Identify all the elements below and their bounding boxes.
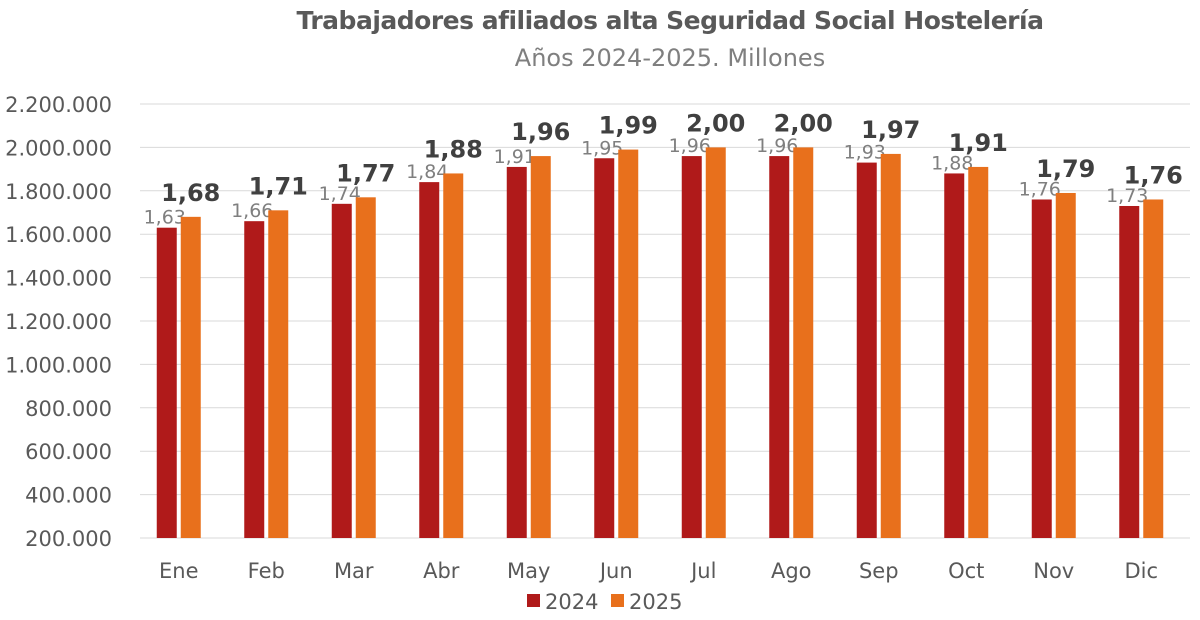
bar-2024 [1119, 205, 1140, 539]
data-label-2024: 1,66 [231, 200, 273, 222]
bar-2024 [944, 173, 965, 538]
x-tick-label: Dic [1124, 559, 1158, 583]
bar-2024 [594, 158, 615, 538]
data-label-2024: 1,74 [319, 183, 361, 205]
chart-title: Trabajadores afiliados alta Seguridad So… [296, 6, 1044, 35]
data-label-2024: 1,88 [931, 152, 973, 174]
x-tick-label: Mar [334, 559, 374, 583]
x-tick-label: Jun [598, 559, 633, 583]
x-tick-label: Feb [248, 559, 285, 583]
data-label-2025: 1,99 [599, 112, 658, 140]
data-label-2025: 1,76 [1124, 161, 1183, 189]
data-label-2025: 1,96 [511, 118, 570, 146]
legend-label-2025: 2025 [629, 590, 682, 614]
bar-2024 [769, 156, 790, 538]
x-tick-label: Abr [423, 559, 460, 583]
bar-2024 [156, 227, 177, 538]
data-label-2024: 1,73 [1106, 185, 1148, 207]
bar-2025 [355, 197, 376, 538]
data-label-2024: 1,93 [844, 142, 886, 164]
legend-label-2024: 2024 [545, 590, 598, 614]
bar-2024 [856, 162, 877, 538]
y-tick-label: 800.000 [25, 397, 112, 421]
x-tick-label: Ene [159, 559, 199, 583]
data-label-2025: 1,68 [161, 179, 220, 207]
y-tick-label: 1.400.000 [5, 267, 112, 291]
y-tick-label: 400.000 [25, 484, 112, 508]
bar-2024 [331, 203, 352, 538]
x-tick-label: Oct [948, 559, 984, 583]
y-tick-label: 1.200.000 [5, 310, 112, 334]
data-label-2025: 1,79 [1036, 155, 1095, 183]
bar-2025 [618, 149, 639, 538]
x-tick-label: Ago [771, 559, 812, 583]
y-tick-label: 2.200.000 [5, 93, 112, 117]
data-label-2024: 1,95 [581, 137, 623, 159]
x-tick-label: May [507, 559, 550, 583]
data-label-2025: 1,97 [861, 116, 920, 144]
data-label-2025: 2,00 [774, 109, 833, 137]
data-label-2025: 2,00 [686, 109, 745, 137]
bar-2025 [1055, 192, 1076, 538]
bar-2025 [530, 156, 551, 538]
data-label-2025: 1,77 [336, 159, 395, 187]
bar-2025 [268, 210, 289, 538]
data-label-2024: 1,91 [494, 146, 536, 168]
bar-2025 [793, 147, 814, 538]
y-tick-label: 600.000 [25, 440, 112, 464]
bar-2025 [968, 166, 989, 538]
chart-subtitle: Años 2024-2025. Millones [514, 44, 826, 72]
x-tick-label: Nov [1033, 559, 1074, 583]
data-label-2024: 1,63 [144, 207, 186, 229]
bar-2024 [1031, 199, 1052, 539]
data-label-2025: 1,91 [949, 129, 1008, 157]
legend-swatch-2024 [527, 594, 540, 607]
x-tick-label: Sep [859, 559, 899, 583]
data-label-2024: 1,76 [1019, 178, 1061, 200]
bar-2024 [681, 156, 702, 538]
data-label-2024: 1,84 [406, 161, 448, 183]
y-tick-label: 200.000 [25, 527, 112, 551]
bar-2025 [443, 173, 464, 538]
bar-2025 [180, 216, 201, 538]
y-tick-label: 1.800.000 [5, 180, 112, 204]
x-tick-label: Jul [689, 559, 716, 583]
bar-2024 [506, 166, 527, 538]
data-label-2025: 1,71 [249, 172, 308, 200]
legend-swatch-2025 [611, 594, 624, 607]
y-tick-label: 1.000.000 [5, 353, 112, 377]
data-label-2024: 1,96 [669, 135, 711, 157]
bar-2024 [244, 221, 265, 538]
bar-2025 [880, 153, 901, 538]
y-tick-label: 2.000.000 [5, 136, 112, 160]
y-tick-label: 1.600.000 [5, 223, 112, 247]
bar-2025 [705, 147, 726, 538]
data-label-2025: 1,88 [424, 135, 483, 163]
bar-2024 [419, 182, 440, 538]
data-label-2024: 1,96 [756, 135, 798, 157]
bar-2025 [1143, 199, 1164, 539]
